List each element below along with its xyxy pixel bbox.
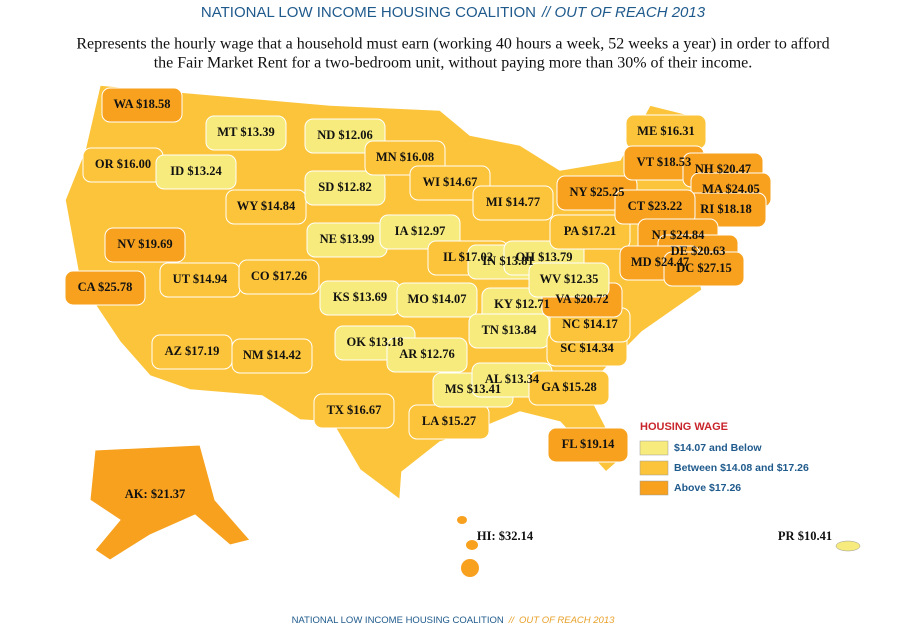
state-label: WY $14.84 (237, 199, 296, 213)
alaska-shape (89, 444, 251, 561)
state-label: UT $14.94 (173, 272, 228, 286)
description: the Fair Market Rent for a two-bedroom u… (154, 55, 753, 72)
state-label: MD $24.47 (631, 255, 689, 269)
state-label: NV $19.69 (117, 237, 172, 251)
state-label: TN $13.84 (482, 323, 538, 337)
state-label: TX $16.67 (327, 403, 382, 417)
legend-label: Between $14.08 and $17.26 (674, 462, 809, 474)
state-region (547, 427, 629, 463)
footer-org: NATIONAL LOW INCOME HOUSING COALITION (292, 615, 504, 626)
state-label: KY $12.71 (494, 297, 550, 311)
state-region (549, 214, 631, 250)
state-label: MA $24.05 (702, 182, 760, 196)
state-region (205, 115, 287, 151)
state-label: FL $19.14 (562, 437, 616, 451)
state-label: NE $13.99 (320, 232, 375, 246)
state-label: NJ $24.84 (652, 228, 706, 242)
state-label: MI $14.77 (486, 195, 540, 209)
header-title: NATIONAL LOW INCOME HOUSING COALITION (201, 4, 536, 21)
state-label: ME $16.31 (637, 124, 695, 138)
state-region (304, 118, 386, 154)
hawaii-shape (457, 516, 467, 524)
legend-label: Above $17.26 (674, 482, 741, 494)
state-region (409, 165, 491, 201)
legend-swatch (639, 440, 669, 456)
state-label: AL $13.34 (485, 372, 540, 386)
legend: HOUSING WAGE $14.07 and Below Between $14… (639, 421, 809, 496)
state-label: AK: $21.37 (125, 487, 185, 501)
state-label: CO $17.26 (251, 269, 307, 283)
hawaii-shape (461, 559, 479, 577)
state-label: AR $12.76 (399, 347, 455, 361)
state-shapes (64, 87, 772, 463)
state-label: LA $15.27 (422, 414, 476, 428)
state-region (225, 189, 307, 225)
state-label: SC $14.34 (560, 341, 614, 355)
state-label: OK $13.18 (347, 335, 404, 349)
state-region (663, 251, 745, 287)
state-label: VA $20.72 (555, 292, 608, 306)
header: NATIONAL LOW INCOME HOUSING COALITION // … (201, 4, 706, 21)
footer: NATIONAL LOW INCOME HOUSING COALITION //O… (292, 615, 616, 626)
footer-sep: // (508, 615, 516, 626)
state-region (396, 282, 478, 318)
legend-title: HOUSING WAGE (640, 421, 728, 433)
state-label: MS $13.41 (445, 382, 501, 396)
state-label: RI $18.18 (700, 202, 751, 216)
state-label: DE $20.63 (671, 244, 726, 258)
legend-label: $14.07 and Below (674, 442, 762, 454)
state-region (528, 370, 610, 406)
state-region (155, 154, 237, 190)
state-label: PA $17.21 (564, 224, 617, 238)
state-label: CT $23.22 (628, 199, 683, 213)
state-label: MO $14.07 (407, 292, 466, 306)
state-region (101, 87, 183, 123)
state-label: AZ $17.19 (165, 344, 220, 358)
state-region (468, 313, 550, 349)
state-label: OH $13.79 (516, 250, 573, 264)
state-label: ID $13.24 (170, 164, 222, 178)
state-region (238, 259, 320, 295)
state-region (386, 337, 468, 373)
state-label: PR $10.41 (778, 529, 832, 543)
state-label: SD $12.82 (318, 180, 371, 194)
state-region (64, 270, 146, 306)
state-label: IN $13.81 (482, 254, 533, 268)
state-region (104, 227, 186, 263)
state-label: OR $16.00 (95, 157, 151, 171)
legend-swatch (639, 460, 669, 476)
state-labels: WA $18.58 OR $16.00 CA $25.78 NV $19.69 ID $… (78, 97, 833, 543)
state-label: WI $14.67 (423, 175, 478, 189)
state-label: GA $15.28 (541, 380, 597, 394)
header-subtitle: // OUT OF REACH 2013 (541, 4, 706, 21)
state-label: MT $13.39 (217, 125, 274, 139)
state-region (304, 170, 386, 206)
state-region (231, 338, 313, 374)
state-label: MN $16.08 (376, 150, 434, 164)
state-region (472, 185, 554, 221)
state-region (313, 393, 395, 429)
state-region (528, 262, 610, 298)
state-label: VT $18.53 (637, 155, 692, 169)
state-label: HI: $32.14 (477, 529, 534, 543)
state-label: KS $13.69 (333, 290, 387, 304)
state-label: CA $25.78 (78, 280, 133, 294)
state-label: WV $12.35 (540, 272, 599, 286)
state-label: IA $12.97 (395, 224, 446, 238)
state-label: NH $20.47 (695, 162, 751, 176)
state-label: NM $14.42 (243, 348, 301, 362)
state-label: ND $12.06 (317, 128, 373, 142)
state-label: NY $25.25 (569, 185, 624, 199)
state-label: IL $17.02 (443, 250, 493, 264)
footer-report: OUT OF REACH 2013 (519, 615, 615, 626)
state-label: DC $27.15 (676, 261, 732, 275)
hawaii-shape (466, 540, 478, 550)
pr-shape (835, 540, 861, 552)
description: Represents the hourly wage that a househ… (76, 36, 829, 53)
state-label: NC $14.17 (562, 317, 618, 331)
state-label: WA $18.58 (114, 97, 171, 111)
legend-swatch (639, 480, 669, 496)
